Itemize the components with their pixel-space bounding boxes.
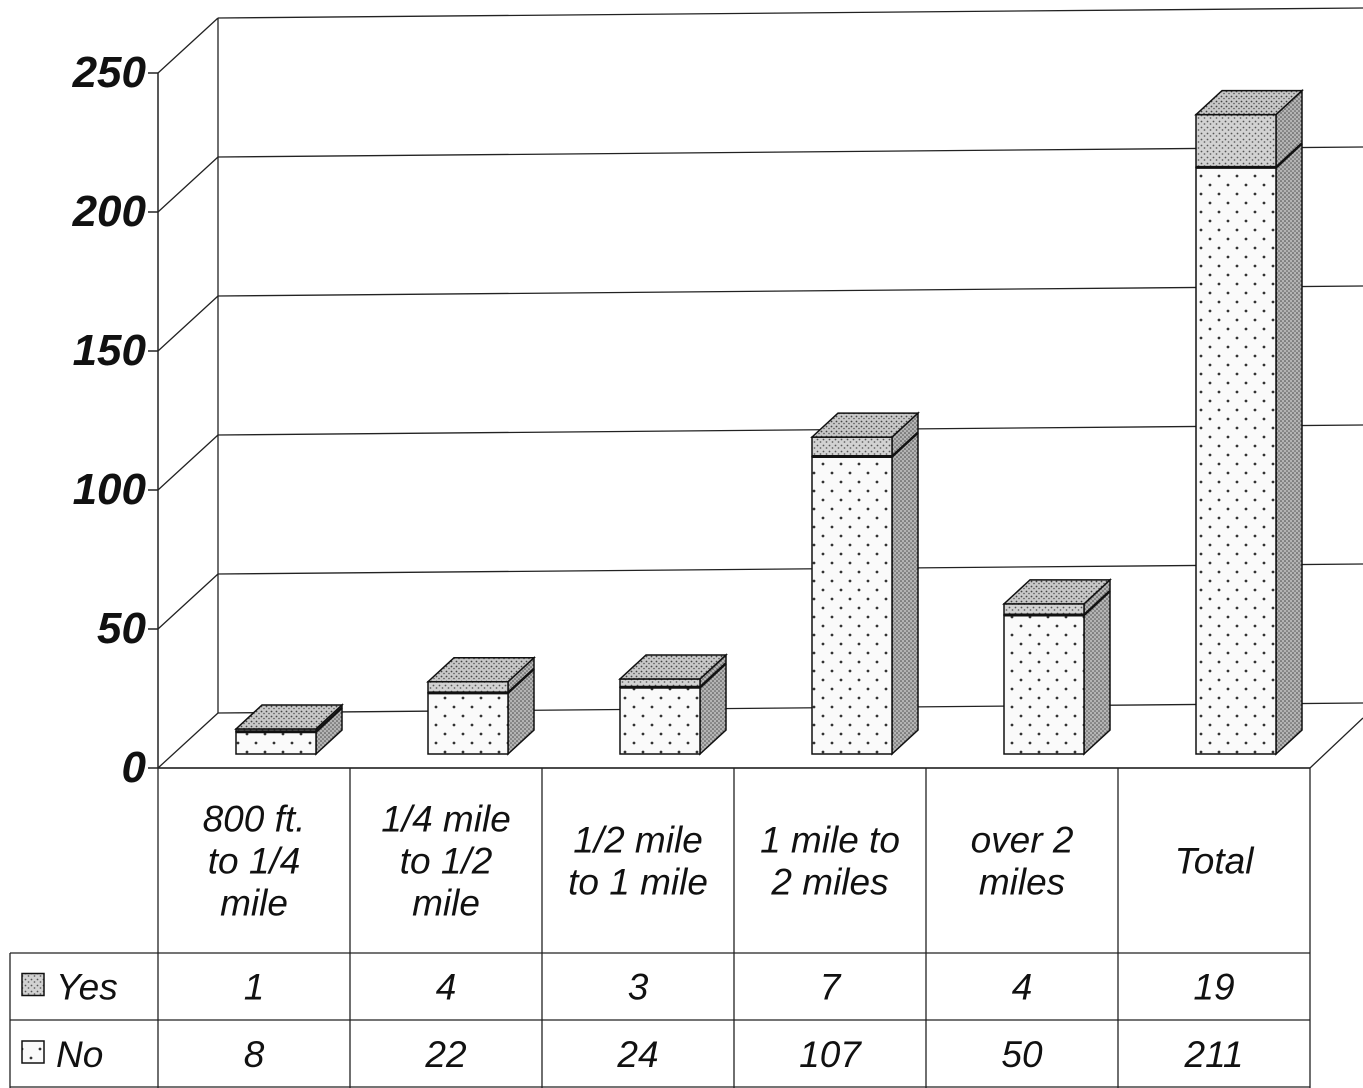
bar-2 (618, 653, 728, 756)
category-label: mile (220, 883, 288, 924)
table-value-yes: 1 (244, 967, 265, 1008)
category-label: to 1 mile (568, 862, 708, 903)
bar-no (619, 686, 701, 755)
bar-yes (1003, 603, 1085, 616)
grid-diagonal (157, 712, 219, 769)
category-label: 1/2 mile (573, 820, 703, 861)
category-label: 1/4 mile (381, 799, 511, 840)
bar-top (810, 412, 920, 438)
category-label: over 2 (971, 820, 1074, 861)
gridline (217, 702, 1363, 714)
table-value-yes: 19 (1193, 967, 1234, 1008)
segment-divider-side (507, 667, 535, 694)
grid-diagonal (157, 156, 219, 213)
table-value-no: 22 (424, 1034, 467, 1075)
gridline (217, 7, 1363, 19)
grid-diagonal (157, 295, 219, 352)
gridline (217, 563, 1363, 575)
y-tick-label: 50 (97, 604, 146, 653)
bar-no (1003, 614, 1085, 755)
category-label: to 1/4 (208, 841, 301, 882)
bar-top (234, 704, 344, 730)
table-value-no: 107 (799, 1034, 862, 1075)
bar-yes (427, 680, 509, 694)
table-value-yes: 7 (820, 967, 842, 1008)
category-label: miles (979, 862, 1065, 903)
legend-key-yes (21, 972, 45, 997)
bar-top (426, 656, 536, 683)
table-value-yes: 4 (1012, 967, 1033, 1008)
bar-top (1002, 579, 1112, 605)
bar-no (427, 692, 509, 755)
category-label: 1 mile to (760, 820, 900, 861)
grid-diagonal (157, 17, 219, 74)
legend-key-no (21, 1040, 45, 1064)
table-value-yes: 4 (436, 967, 457, 1008)
table-value-no: 211 (1184, 1034, 1244, 1075)
grid-diagonal (157, 573, 219, 630)
y-tick-label: 100 (73, 465, 147, 514)
category-label: 800 ft. (203, 799, 306, 840)
y-tick-label: 250 (72, 48, 147, 97)
bar-side (1083, 578, 1111, 756)
bar-side (891, 411, 919, 756)
y-tick-label: 200 (72, 187, 147, 236)
legend-label-yes: Yes (56, 967, 118, 1008)
bar-5 (1194, 88, 1304, 756)
category-label: 2 miles (770, 862, 888, 903)
bar-3 (810, 411, 920, 756)
gridline (217, 285, 1363, 297)
category-label: to 1/2 (400, 841, 493, 882)
table-value-no: 8 (244, 1034, 265, 1075)
bar-no (811, 455, 893, 755)
bar-4 (1002, 578, 1112, 756)
y-tick-label: 150 (73, 326, 147, 375)
segment-divider-side (1083, 590, 1111, 616)
bar-0 (234, 703, 344, 756)
bar-side (1275, 88, 1303, 756)
bar-yes (811, 436, 893, 458)
y-tick-label: 0 (122, 743, 147, 792)
category-label: Total (1175, 841, 1256, 882)
segment-divider-side (699, 662, 727, 689)
table-value-no: 24 (616, 1034, 658, 1075)
segment-divider-side (315, 706, 343, 733)
bar-no (1195, 166, 1277, 755)
table-value-no: 50 (1001, 1034, 1043, 1075)
gridline (217, 424, 1363, 436)
grid-diagonal (157, 434, 219, 491)
gridline (217, 146, 1363, 158)
table-value-yes: 3 (628, 967, 649, 1008)
bar-yes (1195, 113, 1277, 169)
legend-label-no: No (56, 1034, 103, 1075)
category-label: mile (412, 883, 480, 924)
bar-1 (426, 656, 536, 756)
bars (234, 88, 1304, 756)
bar-top (1194, 89, 1304, 116)
bar-no (235, 731, 317, 755)
floor-right-edge (1309, 717, 1363, 769)
segment-divider-side (891, 431, 919, 458)
segment-divider-side (1275, 142, 1303, 169)
bar-top (618, 654, 728, 680)
